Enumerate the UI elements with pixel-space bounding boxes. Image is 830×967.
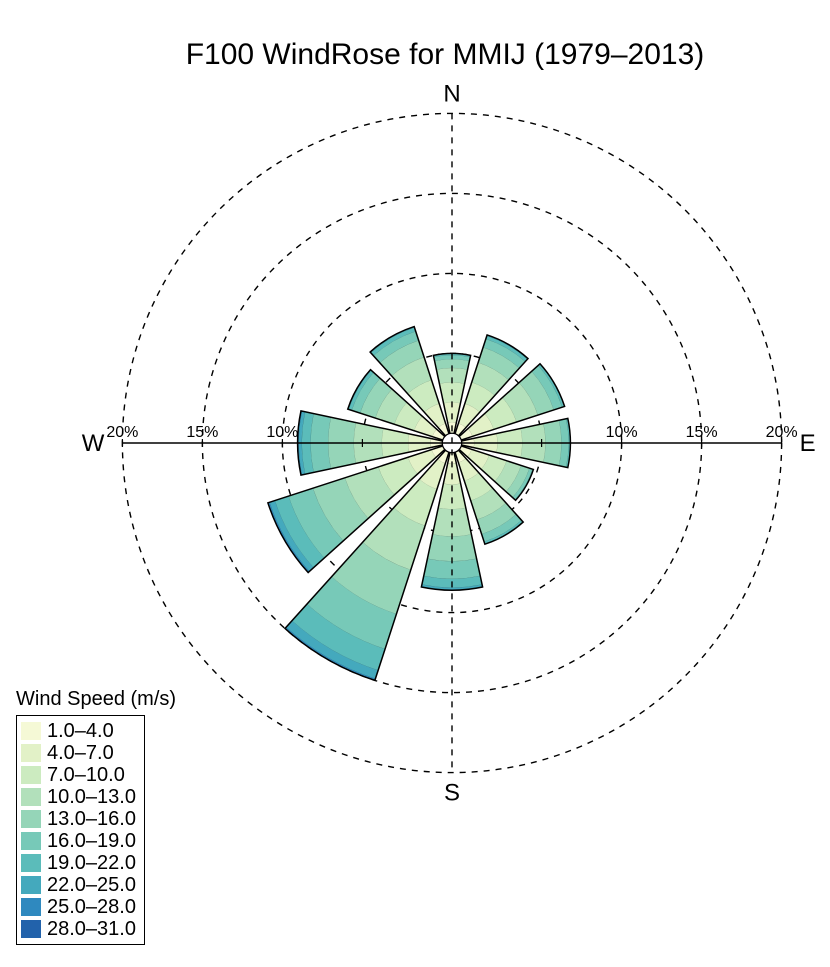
legend-label: 22.0–25.0 bbox=[47, 874, 136, 896]
legend-label: 28.0–31.0 bbox=[47, 918, 136, 940]
compass-w: W bbox=[82, 430, 105, 457]
legend-label: 19.0–22.0 bbox=[47, 852, 136, 874]
legend-swatch bbox=[21, 744, 41, 762]
legend-row: 10.0–13.0 bbox=[21, 786, 136, 808]
legend-swatch bbox=[21, 766, 41, 784]
legend-swatch bbox=[21, 854, 41, 872]
legend-label: 1.0–4.0 bbox=[47, 720, 114, 742]
legend-row: 4.0–7.0 bbox=[21, 742, 136, 764]
legend-box: 1.0–4.04.0–7.07.0–10.010.0–13.013.0–16.0… bbox=[16, 715, 145, 945]
legend-swatch bbox=[21, 920, 41, 938]
legend-row: 7.0–10.0 bbox=[21, 764, 136, 786]
ring-label: 15% bbox=[186, 424, 218, 441]
legend-swatch bbox=[21, 788, 41, 806]
legend-swatch bbox=[21, 832, 41, 850]
legend-row: 1.0–4.0 bbox=[21, 720, 136, 742]
ring-label: 10% bbox=[606, 424, 638, 441]
ring-label: 20% bbox=[766, 424, 798, 441]
legend-label: 4.0–7.0 bbox=[47, 742, 114, 764]
legend-row: 28.0–31.0 bbox=[21, 918, 136, 940]
legend-label: 7.0–10.0 bbox=[47, 764, 125, 786]
legend-label: 16.0–19.0 bbox=[47, 830, 136, 852]
ring-label: 15% bbox=[686, 424, 718, 441]
legend-row: 22.0–25.0 bbox=[21, 874, 136, 896]
compass-n: N bbox=[443, 80, 460, 107]
legend-swatch bbox=[21, 722, 41, 740]
ring-label: 10% bbox=[266, 424, 298, 441]
legend-row: 16.0–19.0 bbox=[21, 830, 136, 852]
legend-swatch bbox=[21, 876, 41, 894]
compass-e: E bbox=[800, 430, 816, 457]
legend: Wind Speed (m/s) 1.0–4.04.0–7.07.0–10.01… bbox=[16, 688, 176, 945]
legend-row: 19.0–22.0 bbox=[21, 852, 136, 874]
compass-s: S bbox=[444, 780, 460, 807]
legend-label: 10.0–13.0 bbox=[47, 786, 136, 808]
legend-swatch bbox=[21, 810, 41, 828]
legend-label: 25.0–28.0 bbox=[47, 896, 136, 918]
legend-title: Wind Speed (m/s) bbox=[16, 688, 176, 711]
legend-swatch bbox=[21, 898, 41, 916]
legend-row: 13.0–16.0 bbox=[21, 808, 136, 830]
legend-label: 13.0–16.0 bbox=[47, 808, 136, 830]
legend-row: 25.0–28.0 bbox=[21, 896, 136, 918]
ring-label: 20% bbox=[106, 424, 138, 441]
